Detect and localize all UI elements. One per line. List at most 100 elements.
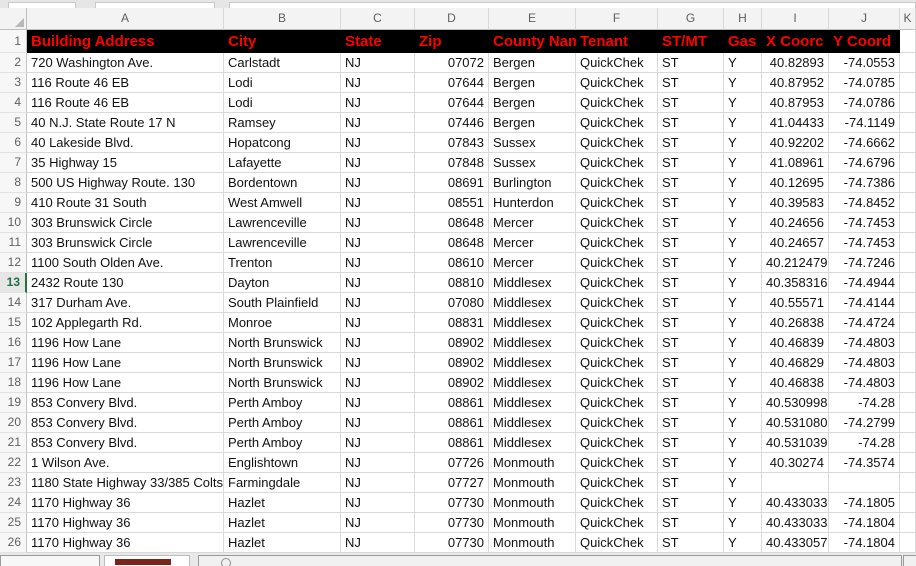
title-cell-D[interactable]: Zip bbox=[415, 30, 489, 53]
cell-F20[interactable]: QuickChek bbox=[576, 413, 658, 433]
cell-K12[interactable] bbox=[900, 253, 916, 273]
cell-D7[interactable]: 07848 bbox=[415, 153, 489, 173]
cell-C20[interactable]: NJ bbox=[341, 413, 415, 433]
cell-I2[interactable]: 40.82893 bbox=[762, 53, 829, 73]
cell-D2[interactable]: 07072 bbox=[415, 53, 489, 73]
cell-G20[interactable]: ST bbox=[658, 413, 724, 433]
cell-G26[interactable]: ST bbox=[658, 533, 724, 553]
cell-J9[interactable]: -74.8452 bbox=[829, 193, 900, 213]
cell-J7[interactable]: -74.6796 bbox=[829, 153, 900, 173]
cell-G23[interactable]: ST bbox=[658, 473, 724, 493]
cell-D19[interactable]: 08861 bbox=[415, 393, 489, 413]
cell-C14[interactable]: NJ bbox=[341, 293, 415, 313]
cell-K6[interactable] bbox=[900, 133, 916, 153]
cell-E12[interactable]: Mercer bbox=[489, 253, 576, 273]
cell-F5[interactable]: QuickChek bbox=[576, 113, 658, 133]
cell-F12[interactable]: QuickChek bbox=[576, 253, 658, 273]
cell-J14[interactable]: -74.4144 bbox=[829, 293, 900, 313]
cell-D12[interactable]: 08610 bbox=[415, 253, 489, 273]
cell-D11[interactable]: 08648 bbox=[415, 233, 489, 253]
cell-C11[interactable]: NJ bbox=[341, 233, 415, 253]
cell-E3[interactable]: Bergen bbox=[489, 73, 576, 93]
cell-F24[interactable]: QuickChek bbox=[576, 493, 658, 513]
cell-J22[interactable]: -74.3574 bbox=[829, 453, 900, 473]
cell-C22[interactable]: NJ bbox=[341, 453, 415, 473]
cell-H11[interactable]: Y bbox=[724, 233, 762, 253]
cell-H19[interactable]: Y bbox=[724, 393, 762, 413]
cell-B3[interactable]: Lodi bbox=[224, 73, 341, 93]
cell-K24[interactable] bbox=[900, 493, 916, 513]
cell-B10[interactable]: Lawrenceville bbox=[224, 213, 341, 233]
row-header-1[interactable]: 1 bbox=[0, 30, 27, 53]
cell-B2[interactable]: Carlstadt bbox=[224, 53, 341, 73]
cell-G16[interactable]: ST bbox=[658, 333, 724, 353]
cell-I16[interactable]: 40.46839 bbox=[762, 333, 829, 353]
cell-C17[interactable]: NJ bbox=[341, 353, 415, 373]
cell-H2[interactable]: Y bbox=[724, 53, 762, 73]
cell-A4[interactable]: 116 Route 46 EB bbox=[27, 93, 224, 113]
add-sheet-button[interactable] bbox=[221, 558, 231, 566]
cell-F17[interactable]: QuickChek bbox=[576, 353, 658, 373]
cell-I10[interactable]: 40.24656 bbox=[762, 213, 829, 233]
cell-K14[interactable] bbox=[900, 293, 916, 313]
cell-H26[interactable]: Y bbox=[724, 533, 762, 553]
cell-E8[interactable]: Burlington bbox=[489, 173, 576, 193]
cell-I24[interactable]: 40.433033 bbox=[762, 493, 829, 513]
column-header-B[interactable]: B bbox=[224, 8, 341, 30]
cell-K8[interactable] bbox=[900, 173, 916, 193]
cell-D22[interactable]: 07726 bbox=[415, 453, 489, 473]
cell-F4[interactable]: QuickChek bbox=[576, 93, 658, 113]
cell-H25[interactable]: Y bbox=[724, 513, 762, 533]
cell-F15[interactable]: QuickChek bbox=[576, 313, 658, 333]
cell-F16[interactable]: QuickChek bbox=[576, 333, 658, 353]
cell-D5[interactable]: 07446 bbox=[415, 113, 489, 133]
cell-J24[interactable]: -74.1805 bbox=[829, 493, 900, 513]
active-sheet-tab[interactable] bbox=[104, 555, 190, 566]
cell-F23[interactable]: QuickChek bbox=[576, 473, 658, 493]
cell-K25[interactable] bbox=[900, 513, 916, 533]
row-header-12[interactable]: 12 bbox=[0, 253, 27, 273]
cell-A23[interactable]: 1180 State Highway 33/385 Colts bbox=[27, 473, 224, 493]
cell-H13[interactable]: Y bbox=[724, 273, 762, 293]
cell-C26[interactable]: NJ bbox=[341, 533, 415, 553]
cell-B4[interactable]: Lodi bbox=[224, 93, 341, 113]
cell-A11[interactable]: 303 Brunswick Circle bbox=[27, 233, 224, 253]
cell-C2[interactable]: NJ bbox=[341, 53, 415, 73]
cell-A17[interactable]: 1196 How Lane bbox=[27, 353, 224, 373]
cell-I17[interactable]: 40.46829 bbox=[762, 353, 829, 373]
cell-B5[interactable]: Ramsey bbox=[224, 113, 341, 133]
cell-C10[interactable]: NJ bbox=[341, 213, 415, 233]
cell-E19[interactable]: Middlesex bbox=[489, 393, 576, 413]
cell-D18[interactable]: 08902 bbox=[415, 373, 489, 393]
cell-C4[interactable]: NJ bbox=[341, 93, 415, 113]
cell-D14[interactable]: 07080 bbox=[415, 293, 489, 313]
cell-J13[interactable]: -74.4944 bbox=[829, 273, 900, 293]
row-header-11[interactable]: 11 bbox=[0, 233, 27, 253]
row-header-5[interactable]: 5 bbox=[0, 113, 27, 133]
cell-C23[interactable]: NJ bbox=[341, 473, 415, 493]
cell-E11[interactable]: Mercer bbox=[489, 233, 576, 253]
cell-D4[interactable]: 07644 bbox=[415, 93, 489, 113]
cell-H16[interactable]: Y bbox=[724, 333, 762, 353]
cell-E23[interactable]: Monmouth bbox=[489, 473, 576, 493]
cell-H17[interactable]: Y bbox=[724, 353, 762, 373]
row-header-23[interactable]: 23 bbox=[0, 473, 27, 493]
row-header-19[interactable]: 19 bbox=[0, 393, 27, 413]
cell-B25[interactable]: Hazlet bbox=[224, 513, 341, 533]
cell-K5[interactable] bbox=[900, 113, 916, 133]
title-cell-C[interactable]: State bbox=[341, 30, 415, 53]
cell-B7[interactable]: Lafayette bbox=[224, 153, 341, 173]
row-header-26[interactable]: 26 bbox=[0, 533, 27, 553]
cell-B13[interactable]: Dayton bbox=[224, 273, 341, 293]
cell-G9[interactable]: ST bbox=[658, 193, 724, 213]
cell-H18[interactable]: Y bbox=[724, 373, 762, 393]
cell-G21[interactable]: ST bbox=[658, 433, 724, 453]
cell-G14[interactable]: ST bbox=[658, 293, 724, 313]
cell-I19[interactable]: 40.530998 bbox=[762, 393, 829, 413]
cell-H22[interactable]: Y bbox=[724, 453, 762, 473]
cell-C7[interactable]: NJ bbox=[341, 153, 415, 173]
cell-K15[interactable] bbox=[900, 313, 916, 333]
cell-G22[interactable]: ST bbox=[658, 453, 724, 473]
cell-F14[interactable]: QuickChek bbox=[576, 293, 658, 313]
cell-E18[interactable]: Middlesex bbox=[489, 373, 576, 393]
